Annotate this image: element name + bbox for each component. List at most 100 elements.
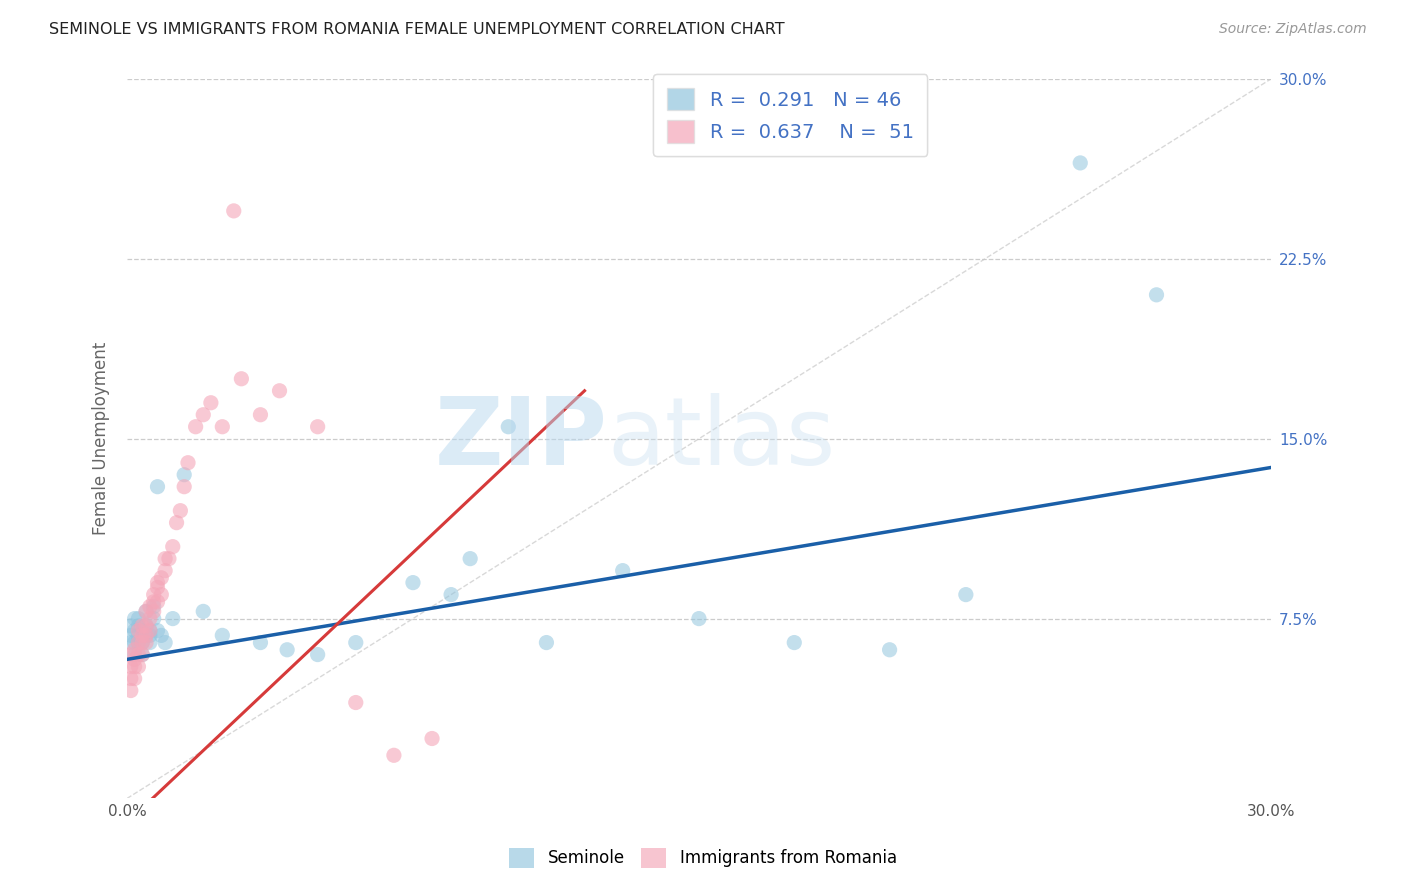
Point [153, 551, 176, 566]
Point [135, 604, 157, 618]
Point [131, 624, 153, 638]
Point [150, 571, 173, 585]
Point [135, 619, 157, 633]
Point [150, 628, 173, 642]
Point [269, 384, 291, 398]
Point [162, 611, 184, 625]
Point [177, 456, 200, 470]
Point [146, 480, 169, 494]
Point [124, 672, 146, 686]
Point [127, 611, 149, 625]
Point [173, 467, 195, 482]
Point [139, 611, 162, 625]
Point [124, 648, 146, 662]
Point [131, 635, 153, 649]
Point [127, 635, 149, 649]
Point [131, 619, 153, 633]
Point [249, 635, 271, 649]
Point [536, 635, 558, 649]
Point [142, 611, 165, 625]
Point [146, 581, 169, 595]
Point [166, 516, 188, 530]
Point [139, 624, 162, 638]
Point [124, 624, 146, 638]
Point [955, 588, 977, 602]
Point [688, 611, 710, 625]
Point [131, 628, 153, 642]
Y-axis label: Female Unemployment: Female Unemployment [93, 343, 110, 535]
Point [131, 635, 153, 649]
Point [127, 635, 149, 649]
Legend: Seminole, Immigrants from Romania: Seminole, Immigrants from Romania [502, 841, 904, 875]
Point [879, 642, 901, 657]
Point [162, 540, 184, 554]
Point [120, 672, 142, 686]
Point [211, 628, 233, 642]
Point [193, 604, 215, 618]
Point [153, 635, 176, 649]
Point [458, 551, 481, 566]
Point [276, 642, 298, 657]
Point [498, 419, 520, 434]
Point [131, 648, 153, 662]
Point [120, 683, 142, 698]
Point [124, 659, 146, 673]
Point [124, 611, 146, 625]
Point [131, 648, 153, 662]
Point [146, 575, 169, 590]
Point [139, 635, 162, 649]
Point [135, 619, 157, 633]
Point [783, 635, 806, 649]
Point [135, 635, 157, 649]
Point [124, 635, 146, 649]
Point [142, 595, 165, 609]
Text: SEMINOLE VS IMMIGRANTS FROM ROMANIA FEMALE UNEMPLOYMENT CORRELATION CHART: SEMINOLE VS IMMIGRANTS FROM ROMANIA FEMA… [49, 22, 785, 37]
Point [153, 564, 176, 578]
Text: ZIP: ZIP [434, 392, 607, 484]
Point [127, 659, 149, 673]
Legend: R =  0.291   N = 46, R =  0.637    N =  51: R = 0.291 N = 46, R = 0.637 N = 51 [654, 74, 928, 156]
Point [120, 635, 142, 649]
Point [612, 564, 634, 578]
Point [344, 696, 367, 710]
Point [231, 372, 253, 386]
Point [120, 648, 142, 662]
Point [127, 628, 149, 642]
Point [1069, 156, 1091, 170]
Text: Source: ZipAtlas.com: Source: ZipAtlas.com [1219, 22, 1367, 37]
Point [211, 419, 233, 434]
Point [307, 648, 329, 662]
Point [146, 595, 169, 609]
Point [344, 635, 367, 649]
Point [120, 628, 142, 642]
Point [1146, 288, 1168, 302]
Point [135, 604, 157, 618]
Point [139, 599, 162, 614]
Point [142, 588, 165, 602]
Text: atlas: atlas [607, 392, 835, 484]
Point [135, 628, 157, 642]
Point [146, 624, 169, 638]
Point [222, 203, 245, 218]
Point [127, 648, 149, 662]
Point [139, 628, 162, 642]
Point [173, 480, 195, 494]
Point [420, 731, 443, 746]
Point [402, 575, 425, 590]
Point [127, 624, 149, 638]
Point [120, 659, 142, 673]
Point [124, 642, 146, 657]
Point [139, 624, 162, 638]
Point [169, 504, 191, 518]
Point [120, 619, 142, 633]
Point [440, 588, 463, 602]
Point [193, 408, 215, 422]
Point [184, 419, 207, 434]
Point [249, 408, 271, 422]
Point [127, 619, 149, 633]
Point [382, 748, 405, 763]
Point [124, 652, 146, 666]
Point [200, 396, 222, 410]
Point [307, 419, 329, 434]
Point [135, 628, 157, 642]
